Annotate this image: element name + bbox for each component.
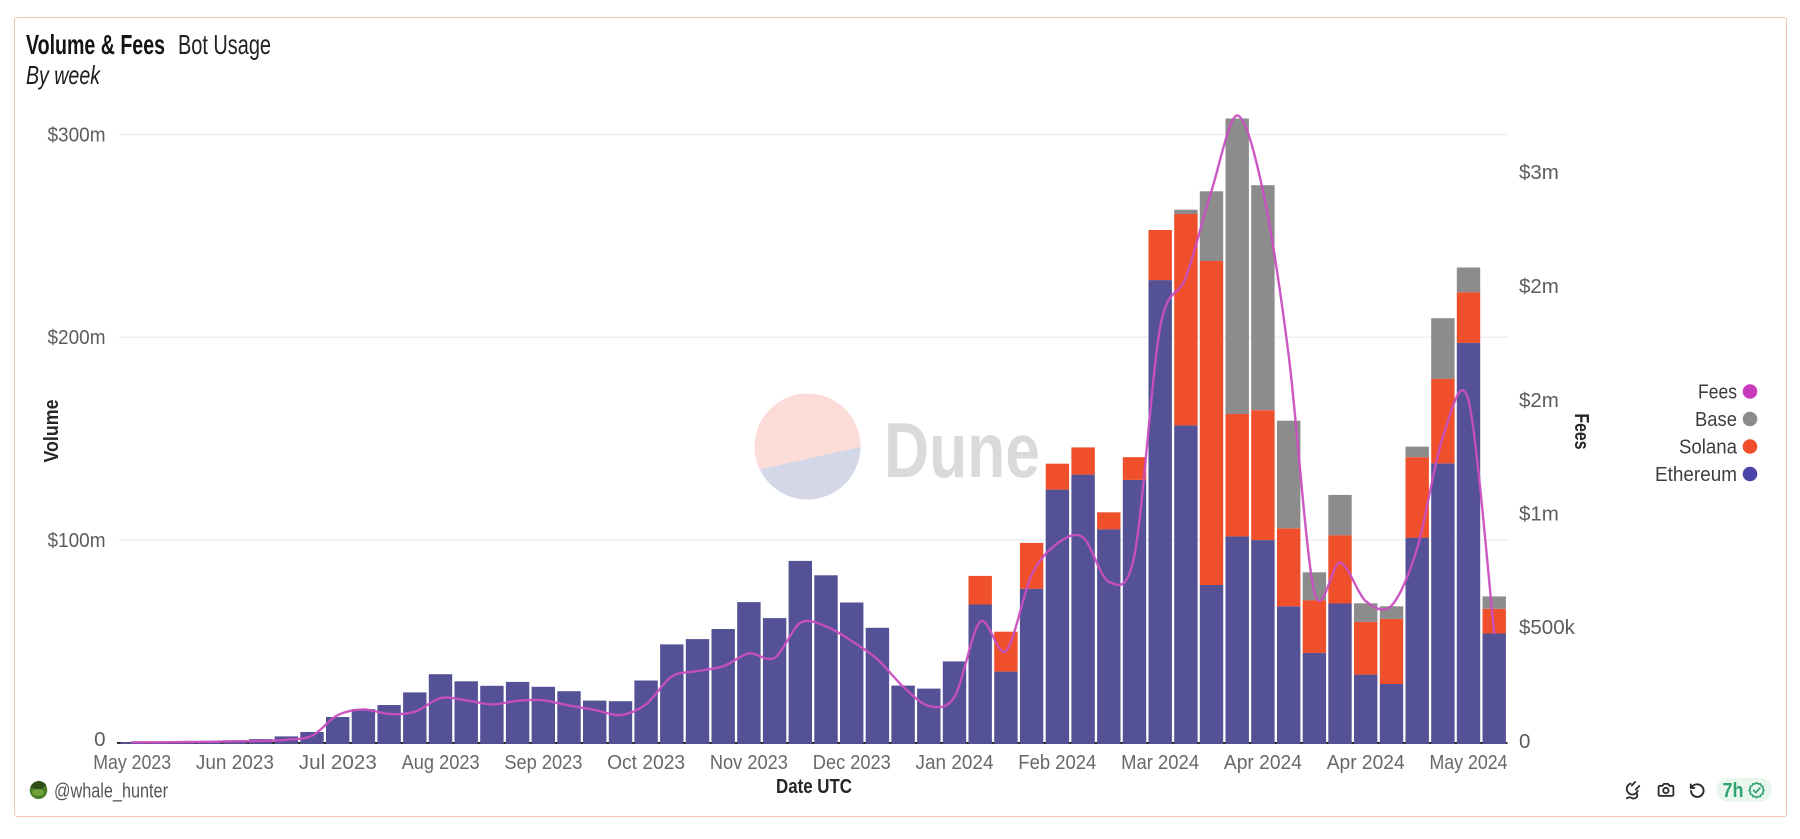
svg-text:0: 0 bbox=[94, 728, 105, 751]
svg-text:Oct 2023: Oct 2023 bbox=[607, 751, 685, 774]
svg-text:Jul 2023: Jul 2023 bbox=[299, 751, 377, 774]
svg-text:Ethereum: Ethereum bbox=[1655, 463, 1737, 486]
svg-text:Volume & Fees: Volume & Fees bbox=[26, 29, 165, 60]
svg-text:Sep 2023: Sep 2023 bbox=[504, 751, 582, 774]
svg-text:@whale_hunter: @whale_hunter bbox=[54, 780, 168, 803]
svg-text:Jun 2023: Jun 2023 bbox=[196, 751, 274, 774]
svg-text:$100m: $100m bbox=[48, 529, 106, 552]
svg-text:May 2024: May 2024 bbox=[1430, 751, 1508, 774]
svg-text:Nov 2023: Nov 2023 bbox=[710, 751, 788, 774]
svg-text:$1m: $1m bbox=[1519, 503, 1559, 526]
svg-text:Apr 2024: Apr 2024 bbox=[1224, 751, 1302, 774]
svg-text:Dec 2023: Dec 2023 bbox=[813, 751, 891, 774]
svg-text:0: 0 bbox=[1519, 730, 1530, 753]
svg-text:Solana: Solana bbox=[1679, 436, 1738, 459]
svg-text:Feb 2024: Feb 2024 bbox=[1018, 751, 1096, 774]
svg-text:Date UTC: Date UTC bbox=[776, 775, 852, 798]
svg-text:$500k: $500k bbox=[1519, 616, 1576, 639]
svg-text:Jan 2024: Jan 2024 bbox=[916, 751, 994, 774]
svg-text:7h: 7h bbox=[1723, 780, 1744, 802]
svg-text:Fees: Fees bbox=[1570, 414, 1593, 450]
svg-text:$300m: $300m bbox=[48, 124, 106, 147]
svg-text:$200m: $200m bbox=[48, 326, 106, 349]
svg-text:Dune: Dune bbox=[884, 406, 1040, 494]
svg-text:$2m: $2m bbox=[1519, 389, 1559, 412]
svg-text:Apr 2024: Apr 2024 bbox=[1327, 751, 1405, 774]
svg-text:Bot Usage: Bot Usage bbox=[178, 29, 271, 60]
svg-text:Base: Base bbox=[1695, 408, 1737, 431]
svg-text:Aug 2023: Aug 2023 bbox=[402, 751, 480, 774]
svg-text:Mar 2024: Mar 2024 bbox=[1121, 751, 1199, 774]
svg-text:Volume: Volume bbox=[40, 400, 63, 463]
svg-text:Fees: Fees bbox=[1698, 381, 1737, 404]
svg-text:May 2023: May 2023 bbox=[93, 751, 171, 774]
svg-text:$3m: $3m bbox=[1519, 161, 1559, 184]
svg-text:$2m: $2m bbox=[1519, 275, 1559, 298]
svg-text:By week: By week bbox=[26, 60, 102, 90]
